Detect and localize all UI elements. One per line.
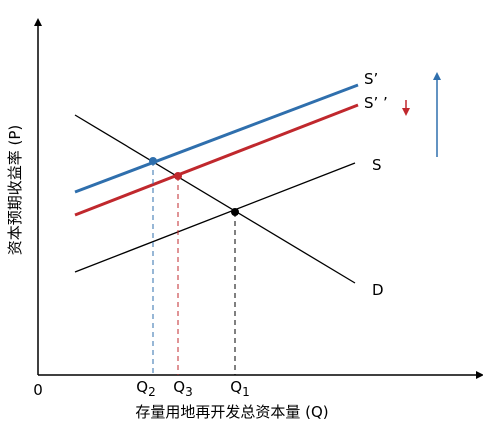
origin-label: 0 [33, 381, 43, 399]
curve-label: D [372, 281, 384, 299]
demand-curve [74, 114, 356, 284]
supply-curve-prime [74, 83, 359, 194]
q-main: Q [173, 378, 185, 396]
q-main: Q [230, 378, 242, 396]
q-sub: 1 [242, 385, 250, 399]
supply-curve-double-prime [74, 103, 359, 217]
quantity-label: Q1 [230, 378, 249, 399]
x-axis-label: 存量用地再开发总资本量 (Q) [135, 403, 328, 421]
equilibrium-point [149, 157, 157, 165]
curve-label: S’ [364, 70, 378, 88]
q-sub: 2 [148, 385, 156, 399]
curve-label: S’ ’ [364, 94, 388, 112]
supply-curve [74, 162, 356, 273]
q-main: Q [136, 378, 148, 396]
curve-label: S [372, 156, 382, 174]
quantity-label: Q3 [173, 378, 192, 399]
q-sub: 3 [185, 385, 193, 399]
quantity-label: Q2 [136, 378, 155, 399]
y-axis-label: 资本预期收益率 (P) [6, 125, 24, 256]
equilibrium-point [174, 172, 182, 180]
equilibrium-point [231, 208, 239, 216]
